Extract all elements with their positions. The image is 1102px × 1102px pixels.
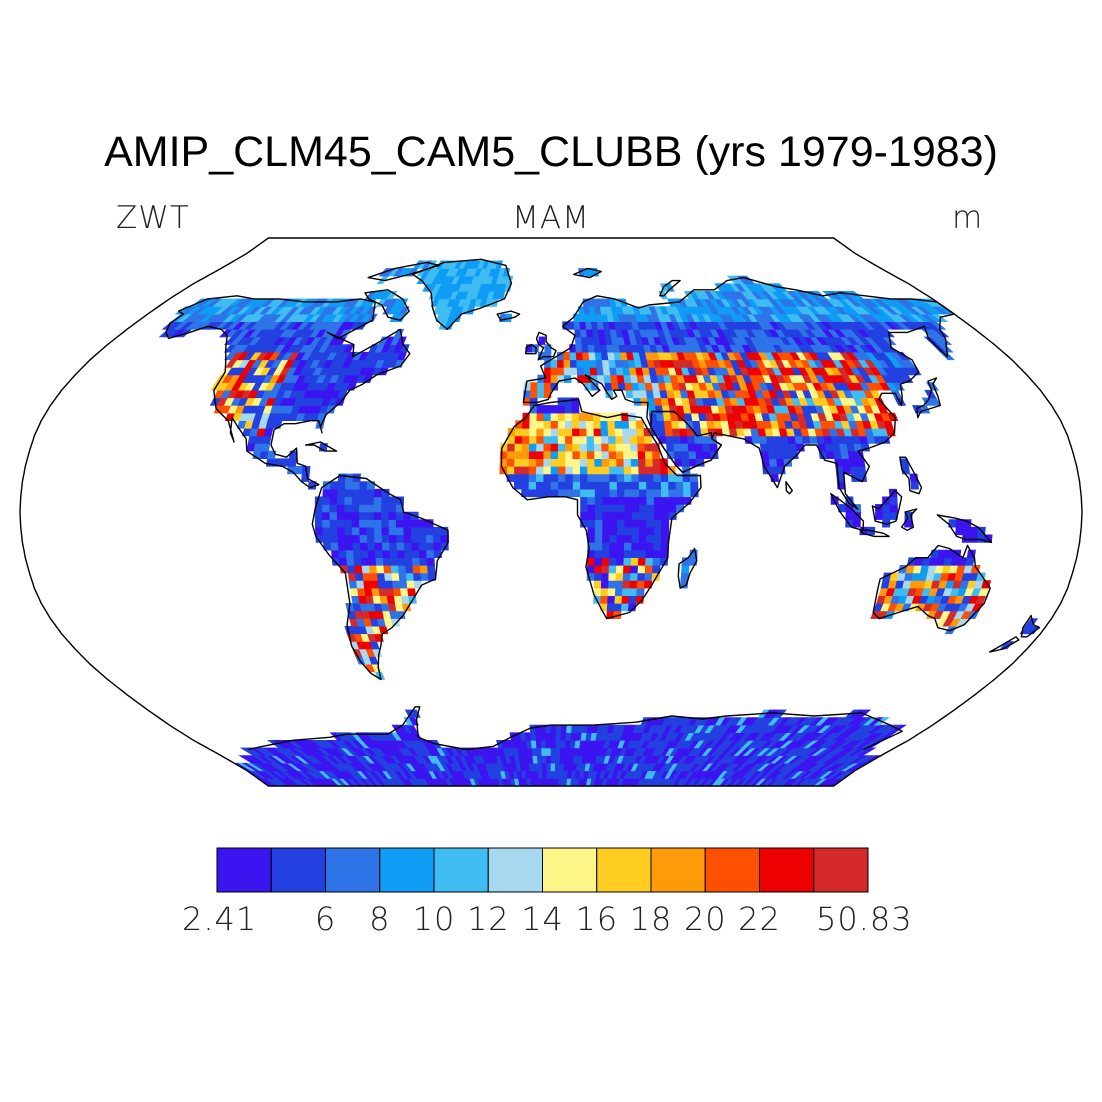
colorbar-tick-label: 14 <box>521 900 564 938</box>
colorbar-swatch <box>433 847 489 893</box>
colorbar-tick-label: 20 <box>683 900 727 938</box>
colorbar-swatch <box>759 847 815 893</box>
map-title: AMIP_CLM45_CAM5_CLUBB (yrs 1979-1983) <box>104 128 998 176</box>
colorbar-tick-label: 10 <box>412 900 456 938</box>
colorbar-tick-label: 22 <box>738 900 781 938</box>
colorbar-swatch <box>650 847 706 893</box>
colorbar-swatch <box>270 847 326 893</box>
colorbar-tick-label: 18 <box>629 900 673 938</box>
colorbar-tick-label: 12 <box>466 900 510 938</box>
colorbar-tick-label: 2.41 <box>182 900 258 938</box>
land-cell <box>999 641 1015 650</box>
colorbar-swatch <box>379 847 435 893</box>
variable-label: ZWT <box>116 200 190 236</box>
colorbar-tick-label: 8 <box>369 900 391 938</box>
colorbar-swatch <box>813 847 869 893</box>
colorbar-swatch <box>704 847 760 893</box>
colorbar-tick-label: 6 <box>314 900 337 938</box>
colorbar-tick-label: 16 <box>575 900 619 938</box>
colorbar-swatch <box>596 847 652 893</box>
units-label: m <box>952 200 984 236</box>
colorbar-swatch <box>325 847 381 893</box>
land-layer <box>158 260 1040 786</box>
land-cell <box>856 747 877 756</box>
colorbar-swatch <box>487 847 543 893</box>
colorbar-tick-label: 50.83 <box>816 900 913 938</box>
colorbar-swatch <box>216 847 272 893</box>
colorbar-swatch <box>542 847 598 893</box>
land-cell <box>1024 618 1039 627</box>
season-label: MAM <box>512 200 590 236</box>
